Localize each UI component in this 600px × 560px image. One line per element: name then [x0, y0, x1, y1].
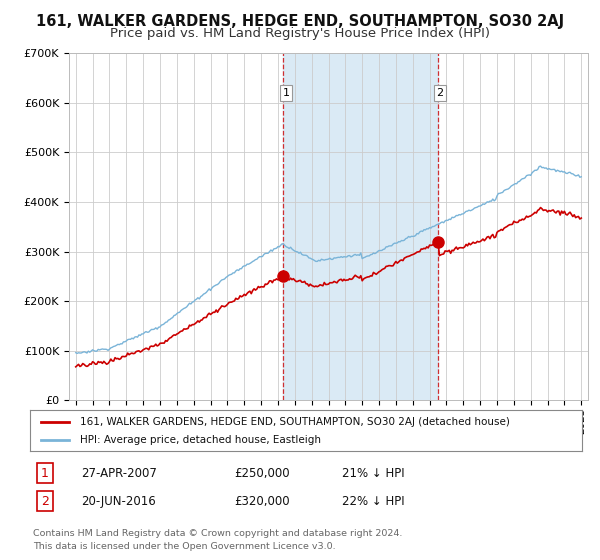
- Text: 20-JUN-2016: 20-JUN-2016: [81, 494, 156, 508]
- Text: 2: 2: [436, 88, 443, 98]
- Text: HPI: Average price, detached house, Eastleigh: HPI: Average price, detached house, East…: [80, 435, 320, 445]
- Bar: [283, 53, 437, 400]
- Text: Price paid vs. HM Land Registry's House Price Index (HPI): Price paid vs. HM Land Registry's House …: [110, 27, 490, 40]
- Text: £250,000: £250,000: [234, 466, 290, 480]
- Text: 22% ↓ HPI: 22% ↓ HPI: [342, 494, 404, 508]
- Text: Contains HM Land Registry data © Crown copyright and database right 2024.: Contains HM Land Registry data © Crown c…: [33, 529, 403, 538]
- Text: 161, WALKER GARDENS, HEDGE END, SOUTHAMPTON, SO30 2AJ (detached house): 161, WALKER GARDENS, HEDGE END, SOUTHAMP…: [80, 417, 509, 427]
- Text: 161, WALKER GARDENS, HEDGE END, SOUTHAMPTON, SO30 2AJ: 161, WALKER GARDENS, HEDGE END, SOUTHAMP…: [36, 14, 564, 29]
- Text: 27-APR-2007: 27-APR-2007: [81, 466, 157, 480]
- Text: 2: 2: [41, 494, 49, 508]
- Text: £320,000: £320,000: [234, 494, 290, 508]
- Text: 1: 1: [283, 88, 289, 98]
- Text: This data is licensed under the Open Government Licence v3.0.: This data is licensed under the Open Gov…: [33, 542, 335, 550]
- Text: 21% ↓ HPI: 21% ↓ HPI: [342, 466, 404, 480]
- Text: 1: 1: [41, 466, 49, 480]
